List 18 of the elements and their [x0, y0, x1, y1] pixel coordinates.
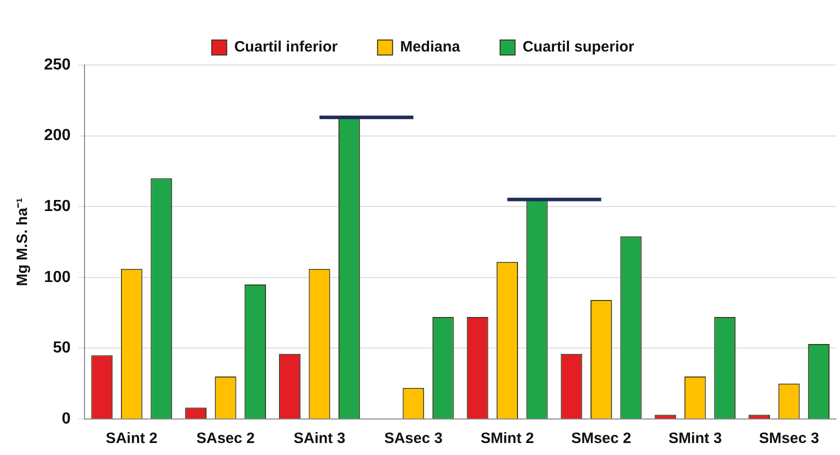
y-axis-title: Mg M.S. ha⁻¹: [14, 198, 32, 286]
y-tick-label: 250: [44, 56, 71, 74]
y-tick-label: 50: [52, 340, 71, 357]
x-tick-label: SMint 3: [668, 430, 722, 448]
legend-label: Cuartil superior: [522, 38, 634, 56]
legend-label: Mediana: [400, 38, 461, 56]
x-tick-label: SAint 2: [106, 430, 158, 448]
x-tick-label: SAint 3: [294, 430, 346, 448]
y-tick-label: 150: [44, 198, 71, 216]
x-tick-label: SMsec 2: [571, 430, 632, 448]
legend-label: Cuartil inferior: [234, 38, 338, 56]
x-tick-label: SMint 2: [480, 430, 534, 448]
y-tick-label: 200: [44, 127, 71, 144]
y-tick-label: 100: [44, 268, 71, 286]
x-tick-label: SAsec 3: [384, 430, 443, 448]
y-tick-label: 0: [62, 410, 71, 428]
x-tick-label: SAsec 2: [196, 430, 255, 448]
x-tick-label: SMsec 3: [759, 430, 820, 448]
